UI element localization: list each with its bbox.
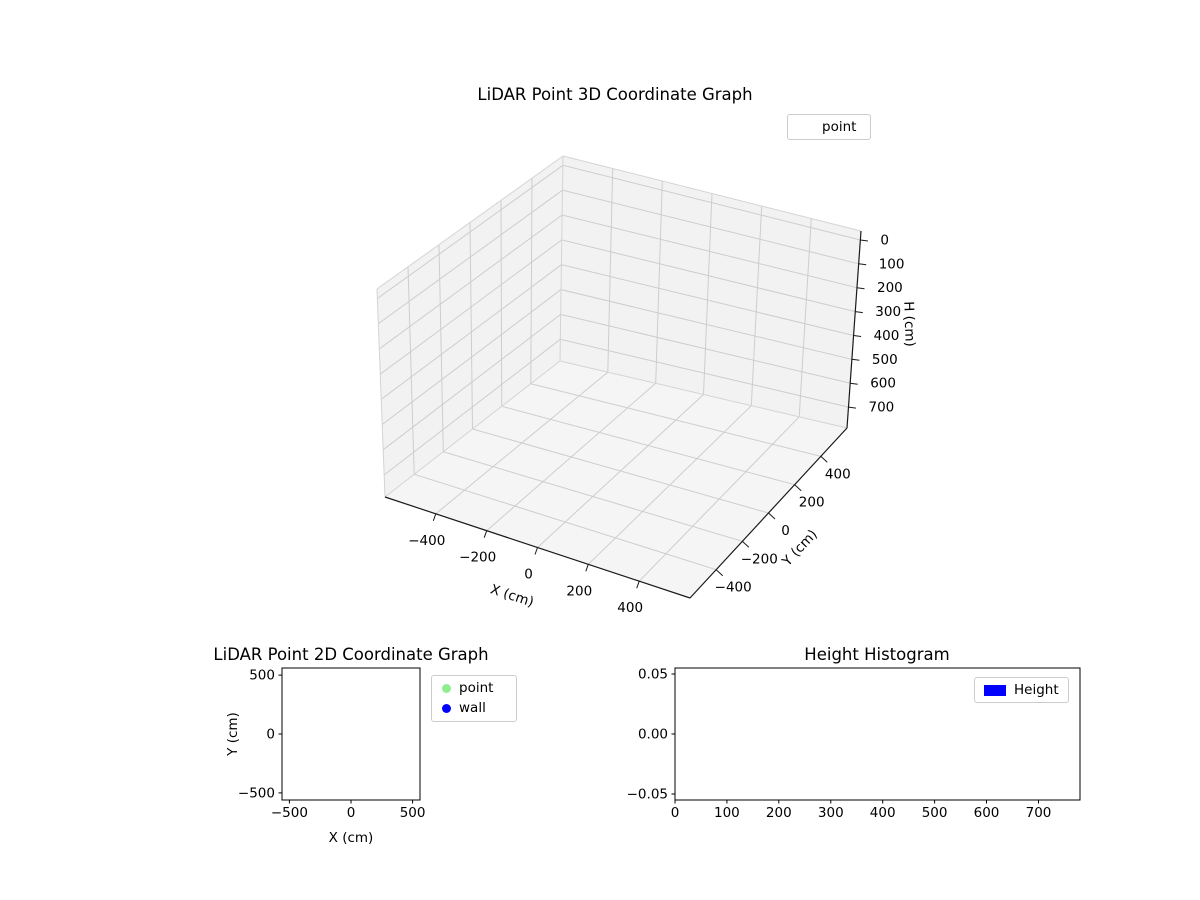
legend-item-point: point — [442, 680, 506, 696]
tick-label: 0 — [347, 805, 356, 821]
tick-mark — [636, 581, 640, 589]
tick-label: 500 — [872, 352, 898, 368]
plot2d-title: LiDAR Point 2D Coordinate Graph — [213, 645, 489, 664]
legend-label-wall: wall — [459, 699, 486, 716]
tick-mark — [741, 540, 750, 548]
tick-mark — [483, 530, 488, 538]
point-marker-icon — [442, 684, 451, 694]
plot2d-legend: point wall — [431, 675, 517, 722]
tick-label: 0 — [781, 523, 790, 539]
tick-label: 400 — [870, 805, 896, 821]
tick-label: 100 — [879, 256, 905, 272]
tick-mark — [856, 287, 865, 290]
plot2d-axes: −500 0 500 −500 0 500 — [238, 667, 426, 821]
pane-edge — [384, 360, 561, 498]
tick-label: −500 — [271, 805, 308, 821]
tick-label: 200 — [766, 805, 792, 821]
tick-label: 700 — [869, 400, 895, 416]
tick-label: 700 — [1026, 805, 1052, 821]
tick-mark — [820, 455, 828, 463]
legend-label-height: Height — [1014, 682, 1059, 698]
pane-edge — [562, 155, 862, 232]
tick-label: −400 — [715, 580, 752, 596]
tick-label: 200 — [799, 495, 825, 511]
tick-mark — [860, 239, 868, 242]
tick-label: −400 — [408, 533, 445, 549]
tick-mark — [853, 335, 862, 337]
tick-mark — [851, 358, 860, 361]
height-swatch-icon — [984, 684, 1006, 696]
legend-label-point: point — [459, 680, 494, 696]
tick-label: 300 — [875, 304, 901, 320]
tick-label: −200 — [741, 551, 778, 567]
tick-mark — [848, 406, 857, 409]
histogram-legend: Height — [974, 677, 1069, 703]
plot2d-xlabel: X (cm) — [328, 830, 374, 846]
pane-edge — [559, 360, 848, 429]
plot3d-zlabel: H (cm) — [900, 300, 918, 348]
tick-label: −200 — [459, 550, 496, 566]
axis-line — [846, 230, 862, 429]
tick-label: 500 — [922, 805, 948, 821]
plot3d-axes: −400−2000200400−400−20002004000100200300… — [376, 155, 905, 616]
tick-label: 400 — [825, 466, 851, 482]
tick-label: 200 — [877, 280, 903, 296]
tick-mark — [794, 484, 802, 492]
pane-edge — [559, 155, 564, 362]
plot3d-title: LiDAR Point 3D Coordinate Graph — [477, 85, 753, 104]
tick-mark — [534, 547, 538, 555]
tick-label: 400 — [617, 600, 643, 616]
tick-label: −0.05 — [627, 787, 668, 803]
pane-edge — [376, 288, 386, 498]
pane-right-wall — [560, 156, 861, 428]
tick-mark — [585, 564, 589, 572]
legend-item-wall: wall — [442, 699, 506, 716]
pane-edge — [376, 155, 564, 290]
tick-label: 200 — [566, 583, 592, 599]
wall-marker-icon — [442, 703, 451, 713]
tick-mark — [858, 263, 867, 266]
tick-label: 500 — [249, 668, 275, 684]
histogram-title: Height Histogram — [804, 645, 950, 664]
tick-label: 400 — [874, 328, 900, 344]
legend-label-point: point — [822, 119, 857, 135]
plot2d-ylabel: Y (cm) — [225, 712, 241, 756]
plot3d-legend: point — [787, 114, 871, 140]
tick-label: 600 — [870, 376, 896, 392]
tick-label: 600 — [974, 805, 1000, 821]
tick-label: 500 — [400, 805, 426, 821]
tick-label: 100 — [714, 805, 740, 821]
tick-label: 0 — [671, 805, 680, 821]
pane-left-wall — [377, 156, 563, 497]
tick-label: 0 — [524, 567, 533, 583]
legend-handle-point — [788, 122, 822, 132]
tick-label: 0.05 — [638, 667, 668, 683]
axes-frame — [281, 667, 421, 801]
tick-label: 0.00 — [638, 727, 668, 743]
tick-label: 300 — [818, 805, 844, 821]
tick-mark — [855, 311, 863, 314]
tick-mark — [432, 513, 437, 521]
tick-mark — [850, 382, 858, 385]
pane-floor — [385, 361, 847, 598]
tick-label: −500 — [238, 785, 275, 801]
tick-mark — [715, 569, 724, 577]
tick-mark — [768, 512, 776, 520]
tick-label: 0 — [266, 727, 275, 743]
tick-label: 0 — [880, 233, 889, 249]
